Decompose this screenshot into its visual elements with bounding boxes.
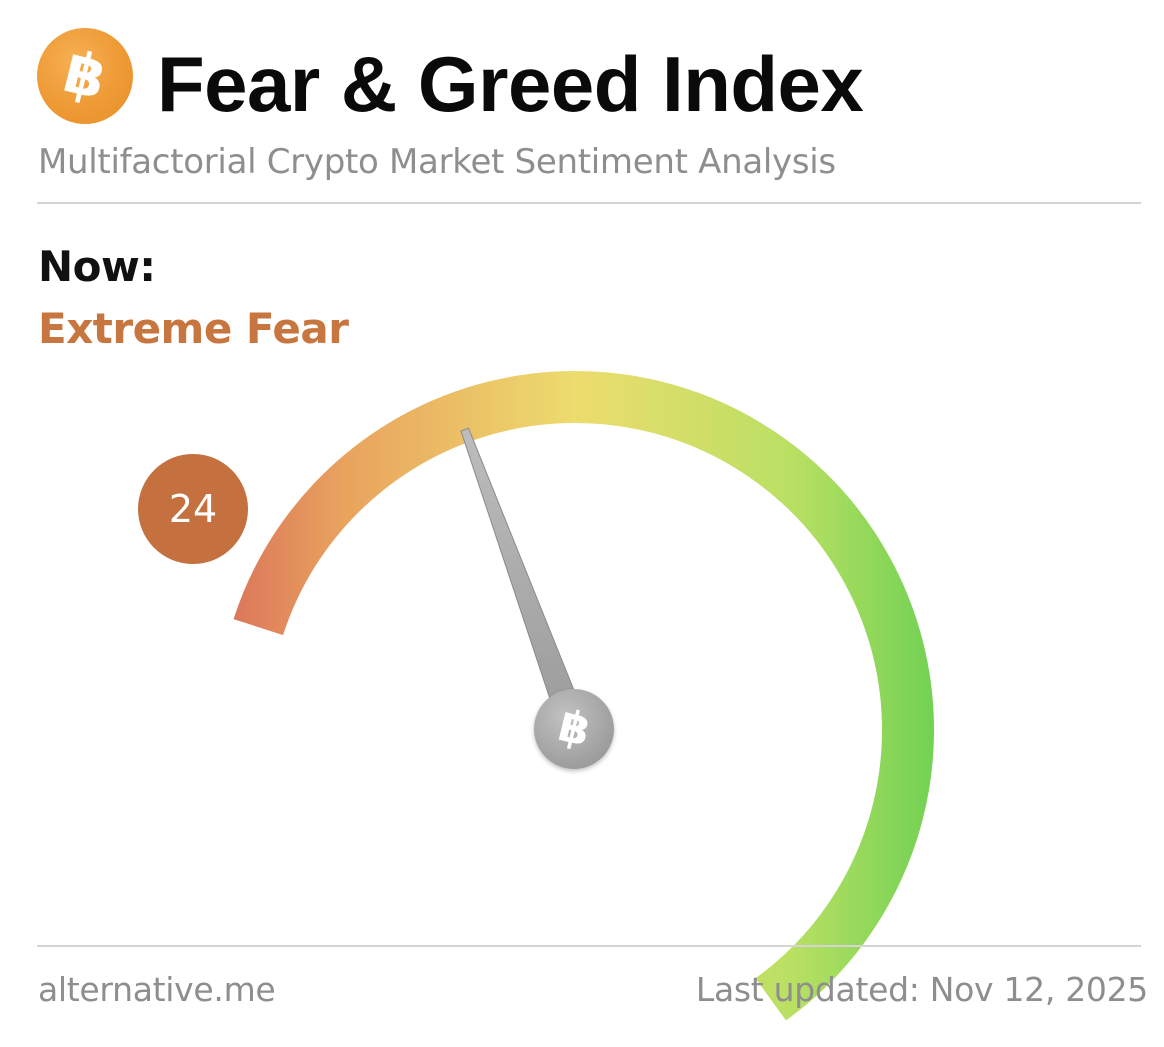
last-updated: Last updated: Nov 12, 2025 bbox=[695, 970, 1148, 1009]
sentiment-classification: Extreme Fear bbox=[38, 304, 349, 353]
now-label: Now: bbox=[38, 242, 156, 291]
bitcoin-hub-icon: ฿ bbox=[534, 689, 614, 769]
source-link[interactable]: alternative.me bbox=[38, 970, 276, 1009]
header-divider bbox=[37, 202, 1141, 204]
footer-divider bbox=[37, 945, 1141, 947]
page-subtitle: Multifactorial Crypto Market Sentiment A… bbox=[38, 142, 836, 182]
page-title: Fear & Greed Index bbox=[157, 40, 864, 128]
value-badge: 24 bbox=[138, 454, 248, 564]
bitcoin-logo-icon: ฿ bbox=[37, 28, 133, 124]
gauge-arc bbox=[233, 371, 934, 1021]
